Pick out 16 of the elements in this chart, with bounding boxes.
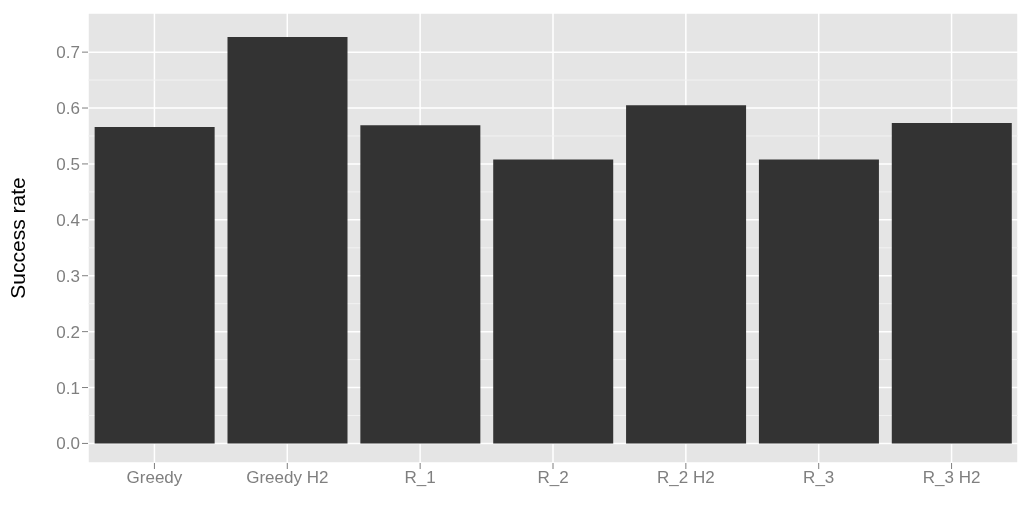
y-axis-title: Success rate — [6, 177, 30, 299]
y-tick-label: 0.2 — [56, 322, 80, 342]
y-tick-label: 0.5 — [56, 154, 80, 174]
y-tick-label: 0.3 — [56, 266, 80, 286]
x-tick-label: R_3 — [803, 468, 835, 488]
x-tick-label: Greedy — [126, 468, 183, 488]
y-tick-label: 0.6 — [56, 99, 80, 119]
x-tick-label: R_3 H2 — [922, 468, 981, 488]
x-tick-label: R_1 — [404, 468, 436, 488]
y-tick-label: 0.0 — [56, 434, 80, 454]
y-tick-label: 0.7 — [56, 43, 80, 63]
y-tick-label: 0.4 — [56, 210, 80, 230]
x-tick-label: Greedy H2 — [246, 468, 329, 488]
x-tick-label: R_2 — [537, 468, 569, 488]
y-tick-label: 0.1 — [56, 378, 80, 398]
x-tick-label: R_2 H2 — [657, 468, 715, 488]
